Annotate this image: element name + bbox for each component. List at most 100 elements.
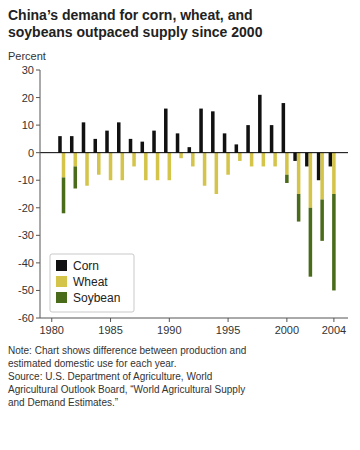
y-tick xyxy=(36,318,40,319)
bar xyxy=(74,166,78,188)
bar xyxy=(97,153,101,175)
bar xyxy=(215,153,219,194)
bar xyxy=(238,153,242,161)
note-line: Source: U.S. Department of Agriculture, … xyxy=(8,371,212,382)
bar xyxy=(223,133,227,152)
bar xyxy=(250,153,254,167)
y-tick-label: 20 xyxy=(22,92,34,104)
bar xyxy=(129,139,133,153)
bar xyxy=(144,153,148,181)
bar xyxy=(226,153,230,175)
bar xyxy=(270,125,274,153)
bar xyxy=(297,153,301,194)
legend-label: Wheat xyxy=(73,275,108,289)
bar xyxy=(332,153,336,194)
bar xyxy=(297,194,301,222)
bar xyxy=(317,153,321,181)
bar xyxy=(188,147,192,153)
x-tick-label: 2004 xyxy=(322,324,346,336)
bar xyxy=(332,194,336,290)
y-tick-label: 30 xyxy=(22,64,34,76)
bar xyxy=(117,122,121,152)
legend-swatch xyxy=(56,292,67,303)
bar xyxy=(211,111,215,152)
y-tick-label: -30 xyxy=(18,229,34,241)
x-tick-label: 1995 xyxy=(216,324,240,336)
x-tick xyxy=(169,318,170,322)
x-tick xyxy=(228,318,229,322)
bar xyxy=(62,153,66,178)
y-label: Percent xyxy=(8,50,46,62)
legend-label: Corn xyxy=(73,259,99,273)
x-tick-label: 1990 xyxy=(157,324,181,336)
bar xyxy=(305,153,309,167)
bar xyxy=(141,142,145,153)
y-tick-label: -10 xyxy=(18,174,34,186)
y-tick-label: -20 xyxy=(18,202,34,214)
y-tick xyxy=(36,207,40,208)
x-tick-label: 1980 xyxy=(40,324,64,336)
bar xyxy=(109,153,113,181)
bar xyxy=(105,131,109,153)
y-tick xyxy=(36,125,40,126)
legend-frame xyxy=(50,254,134,312)
x-tick xyxy=(286,318,287,322)
y-tick xyxy=(36,290,40,291)
y-tick xyxy=(36,262,40,263)
title: China’s demand for corn, wheat, andsoybe… xyxy=(8,7,263,40)
y-tick xyxy=(36,235,40,236)
bar xyxy=(62,177,66,213)
bar xyxy=(199,109,203,153)
bar xyxy=(164,109,168,153)
zero-line xyxy=(40,152,348,153)
bar xyxy=(235,144,239,152)
title-line: China’s demand for corn, wheat, and xyxy=(8,7,253,23)
title-line: soybeans outpaced supply since 2000 xyxy=(8,24,263,40)
bar xyxy=(191,153,195,167)
bar xyxy=(246,125,250,153)
bar xyxy=(74,153,78,167)
y-tick-label: -50 xyxy=(18,284,34,296)
y-tick-label: -60 xyxy=(18,312,34,324)
x-tick-label: 1985 xyxy=(98,324,122,336)
bar xyxy=(329,153,333,167)
bar xyxy=(203,153,207,186)
y-tick xyxy=(36,180,40,181)
x-tick xyxy=(333,318,334,322)
bar xyxy=(93,139,97,153)
legend-swatch xyxy=(56,276,67,287)
x-axis xyxy=(40,318,348,319)
note-line: Agricultural Outlook Board, “World Agric… xyxy=(8,384,245,395)
bar xyxy=(70,136,74,153)
bar xyxy=(58,136,62,153)
note-line: Note: Chart shows difference between pro… xyxy=(8,345,246,356)
bar xyxy=(168,153,172,181)
bar xyxy=(179,153,183,159)
bar xyxy=(121,153,125,181)
bar xyxy=(152,131,156,153)
bar xyxy=(320,153,324,200)
x-tick xyxy=(51,318,52,322)
bar xyxy=(176,133,180,152)
note-line: and Demand Estimates.” xyxy=(8,397,118,408)
bar xyxy=(285,153,289,175)
y-tick-label: -40 xyxy=(18,257,34,269)
y-axis xyxy=(40,70,41,318)
x-tick-label: 2000 xyxy=(275,324,299,336)
y-tick-label: 0 xyxy=(28,147,34,159)
note-line: estimated domestic use for each year. xyxy=(8,358,176,369)
bar xyxy=(262,153,266,167)
y-tick xyxy=(36,70,40,71)
y-tick xyxy=(36,97,40,98)
note: Note: Chart shows difference between pro… xyxy=(8,345,246,408)
bar xyxy=(156,153,160,181)
legend: CornWheatSoybean xyxy=(50,254,134,312)
bar xyxy=(132,153,136,167)
bar xyxy=(320,200,324,241)
chart: China’s demand for corn, wheat, andsoybe… xyxy=(0,0,360,450)
bar xyxy=(82,122,86,152)
bar xyxy=(85,153,89,186)
x-tick xyxy=(110,318,111,322)
y-tick xyxy=(36,152,40,153)
bar xyxy=(258,95,262,153)
